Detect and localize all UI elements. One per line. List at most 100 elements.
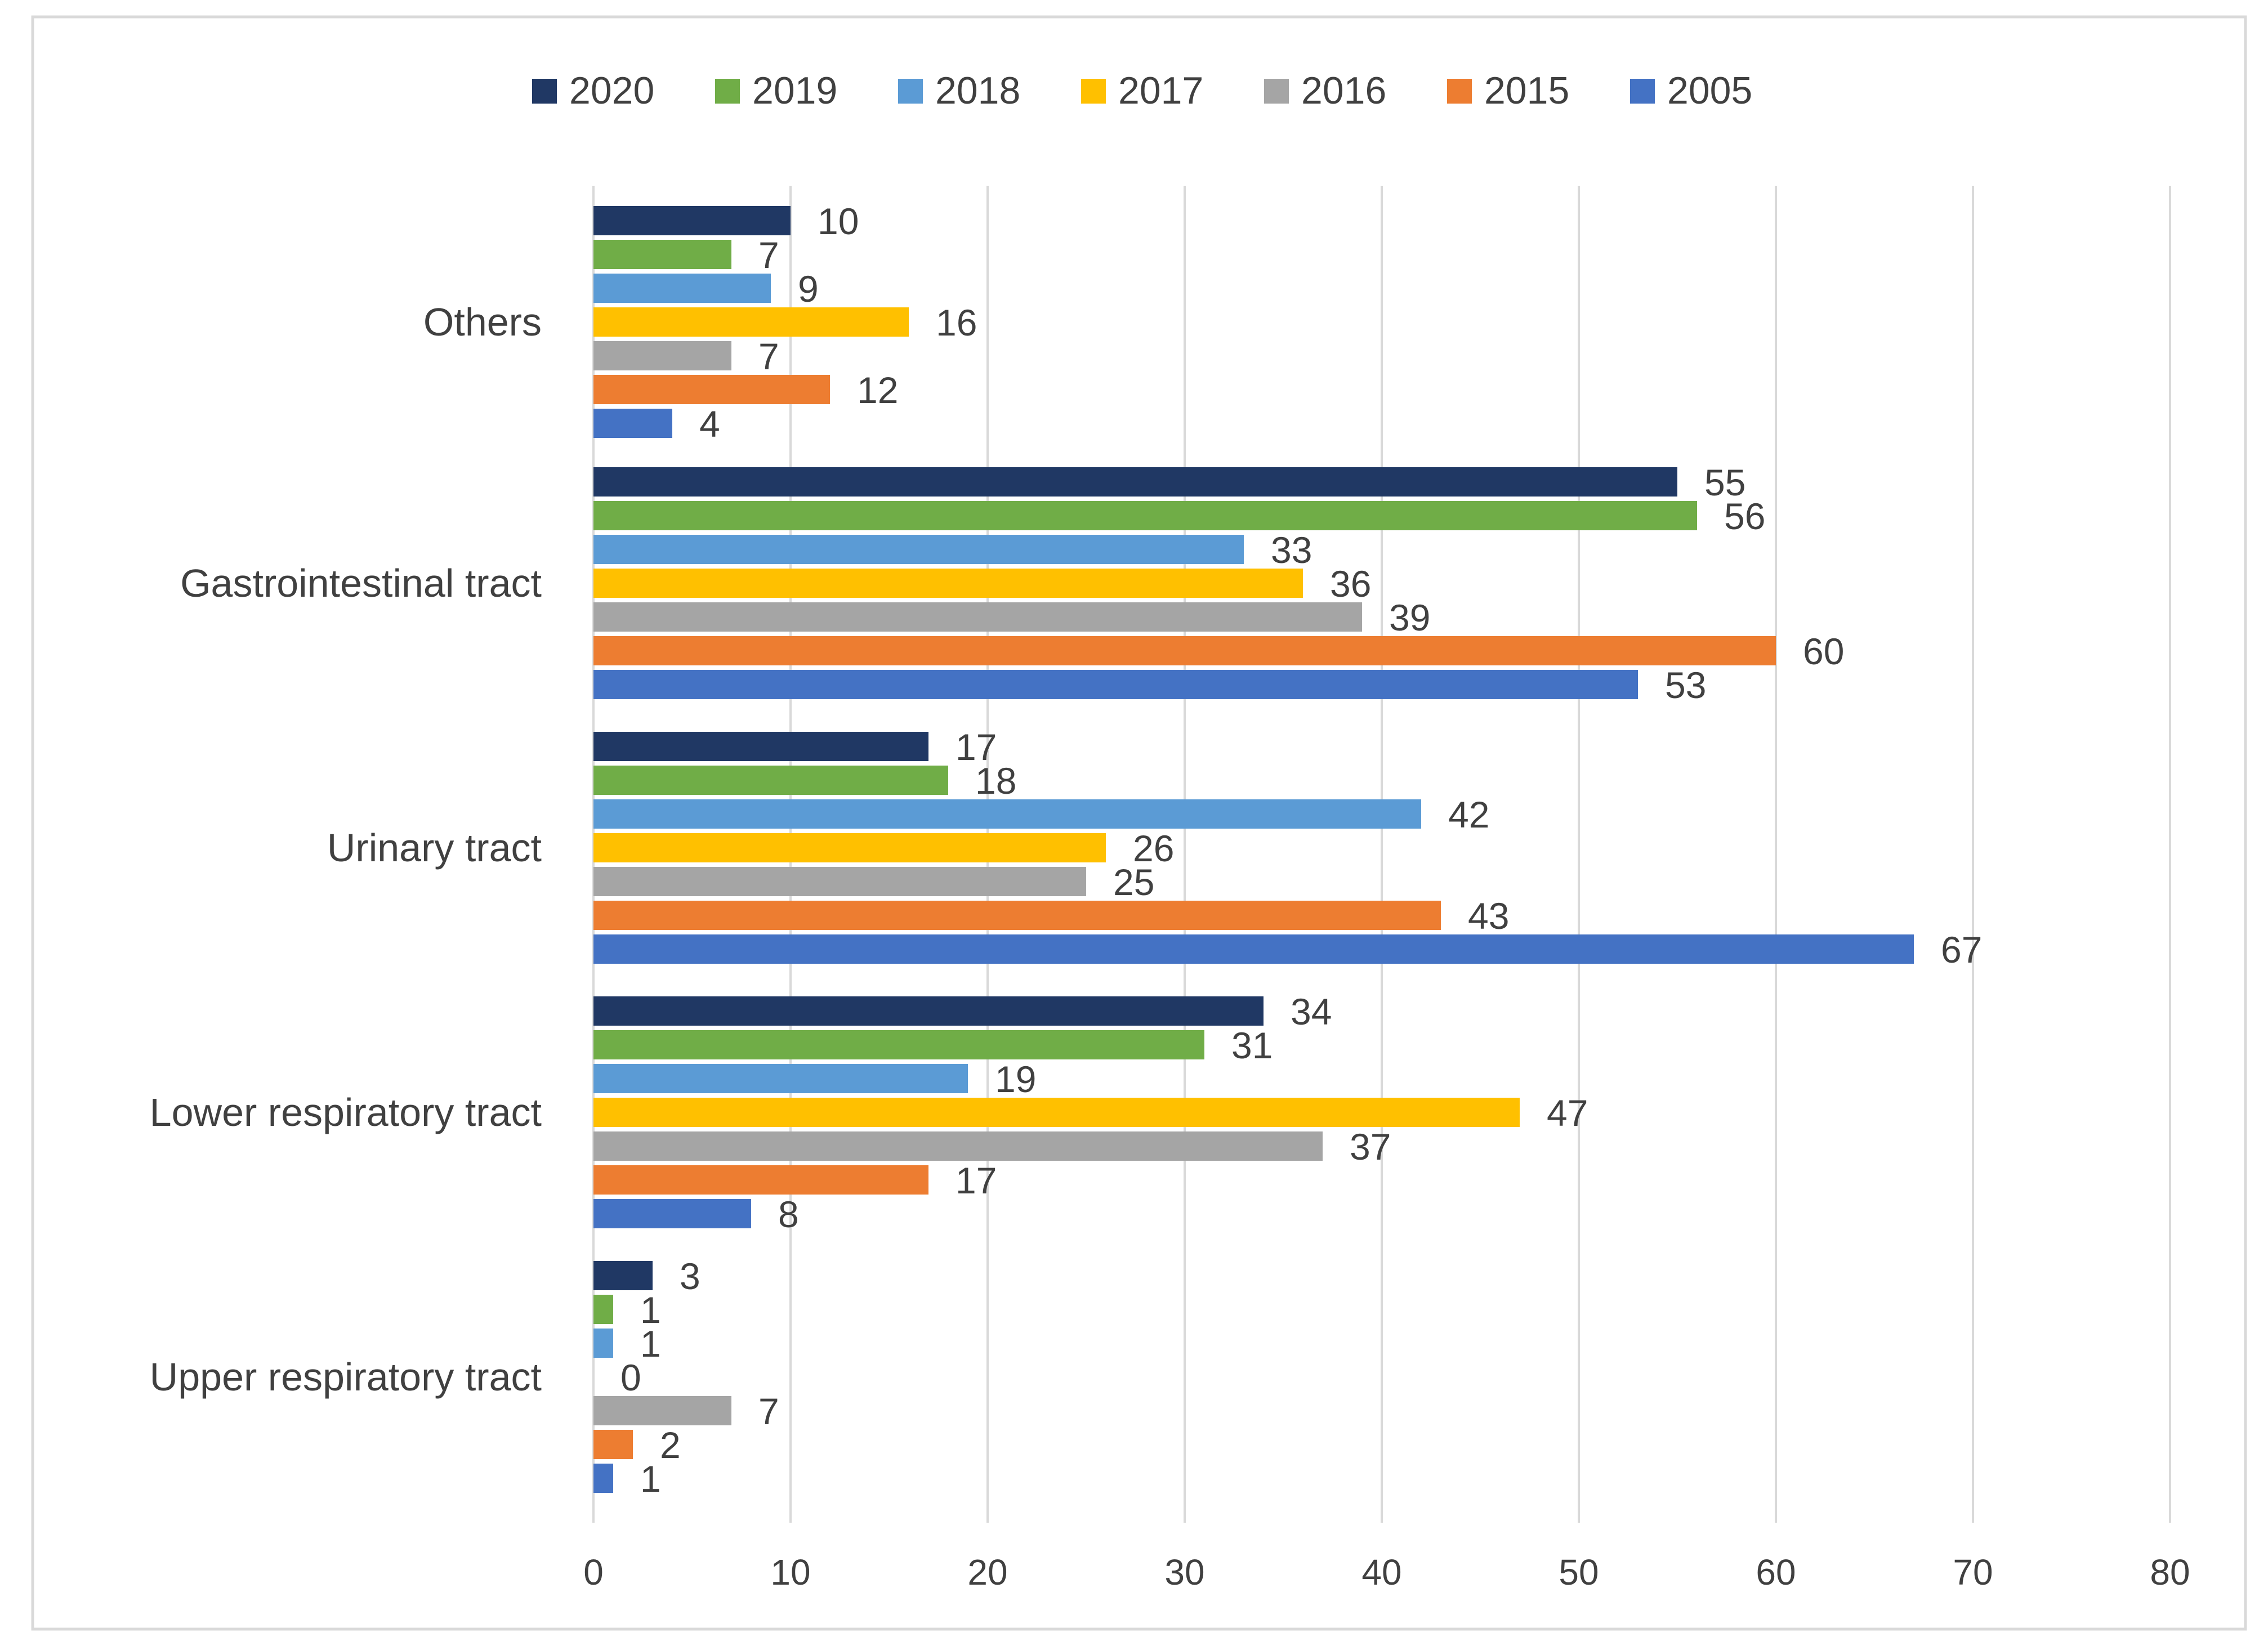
bar-upper-respiratory-tract-2018 xyxy=(593,1329,613,1358)
legend-swatch-2005 xyxy=(1630,79,1655,104)
data-label-others-2019: 7 xyxy=(758,234,779,276)
data-label-urinary-tract-2017: 26 xyxy=(1133,828,1174,869)
data-label-urinary-tract-2015: 43 xyxy=(1468,895,1509,937)
data-label-others-2015: 12 xyxy=(857,369,898,411)
data-label-lower-respiratory-tract-2018: 19 xyxy=(995,1058,1036,1100)
data-label-gastrointestinal-tract-2019: 56 xyxy=(1724,495,1765,537)
data-label-urinary-tract-2019: 18 xyxy=(975,760,1016,802)
x-tick-label: 50 xyxy=(1559,1552,1599,1593)
data-label-others-2016: 7 xyxy=(758,336,779,377)
data-label-upper-respiratory-tract-2017: 0 xyxy=(620,1357,641,1398)
legend-swatch-2018 xyxy=(898,79,923,104)
legend-label-2017: 2017 xyxy=(1118,69,1203,112)
category-label-upper-respiratory-tract: Upper respiratory tract xyxy=(150,1355,542,1399)
data-label-upper-respiratory-tract-2016: 7 xyxy=(758,1390,779,1432)
x-tick-label: 30 xyxy=(1164,1552,1204,1593)
category-label-urinary-tract: Urinary tract xyxy=(327,826,542,870)
legend-swatch-2017 xyxy=(1081,79,1106,104)
legend-label-2016: 2016 xyxy=(1301,69,1386,112)
bar-urinary-tract-2015 xyxy=(593,901,1441,930)
data-label-lower-respiratory-tract-2005: 8 xyxy=(778,1193,799,1235)
data-label-lower-respiratory-tract-2015: 17 xyxy=(956,1160,997,1201)
y-axis: Others Gastrointestinal tract Urinary trac… xyxy=(150,300,542,1399)
legend-swatch-2020 xyxy=(532,79,557,104)
legend-label-2018: 2018 xyxy=(935,69,1020,112)
bar-upper-respiratory-tract-2019 xyxy=(593,1295,613,1324)
bar-others-2019 xyxy=(593,240,731,269)
data-label-gastrointestinal-tract-2016: 39 xyxy=(1389,597,1430,638)
data-label-urinary-tract-2018: 42 xyxy=(1448,794,1489,835)
bar-others-2016 xyxy=(593,341,731,370)
bar-upper-respiratory-tract-2005 xyxy=(593,1464,613,1493)
data-label-others-2005: 4 xyxy=(699,403,720,445)
data-label-upper-respiratory-tract-2018: 1 xyxy=(640,1323,661,1365)
x-tick-label: 70 xyxy=(1953,1552,1993,1593)
bar-urinary-tract-2016 xyxy=(593,867,1086,896)
data-label-urinary-tract-2016: 25 xyxy=(1113,861,1154,903)
data-label-lower-respiratory-tract-2020: 34 xyxy=(1291,991,1332,1032)
x-tick-label: 0 xyxy=(583,1552,604,1593)
data-label-upper-respiratory-tract-2019: 1 xyxy=(640,1289,661,1331)
bar-upper-respiratory-tract-2015 xyxy=(593,1430,633,1459)
data-label-lower-respiratory-tract-2019: 31 xyxy=(1231,1025,1273,1066)
category-label-lower-respiratory-tract: Lower respiratory tract xyxy=(150,1090,542,1134)
bar-gastrointestinal-tract-2017 xyxy=(593,569,1303,598)
data-label-gastrointestinal-tract-2017: 36 xyxy=(1330,563,1371,605)
bar-gastrointestinal-tract-2020 xyxy=(593,467,1677,497)
legend-label-2020: 2020 xyxy=(569,69,654,112)
bar-lower-respiratory-tract-2019 xyxy=(593,1030,1204,1059)
bar-others-2005 xyxy=(593,409,672,438)
bar-lower-respiratory-tract-2017 xyxy=(593,1098,1520,1127)
category-label-others: Others xyxy=(423,300,542,344)
legend-label-2019: 2019 xyxy=(752,69,837,112)
data-labels: 1079167124555633363960531718422625436734… xyxy=(620,200,1982,1500)
legend-label-2005: 2005 xyxy=(1667,69,1752,112)
bar-urinary-tract-2018 xyxy=(593,799,1421,829)
data-label-upper-respiratory-tract-2005: 1 xyxy=(640,1458,661,1500)
bar-lower-respiratory-tract-2018 xyxy=(593,1064,968,1093)
x-tick-label: 10 xyxy=(770,1552,810,1593)
data-label-urinary-tract-2005: 67 xyxy=(1941,929,1982,970)
x-tick-label: 60 xyxy=(1756,1552,1796,1593)
legend-label-2015: 2015 xyxy=(1484,69,1569,112)
x-tick-label: 80 xyxy=(2150,1552,2190,1593)
data-label-upper-respiratory-tract-2020: 3 xyxy=(680,1255,700,1297)
bar-lower-respiratory-tract-2016 xyxy=(593,1131,1323,1161)
bar-gastrointestinal-tract-2019 xyxy=(593,501,1697,530)
bar-urinary-tract-2017 xyxy=(593,833,1106,862)
data-label-gastrointestinal-tract-2005: 53 xyxy=(1665,664,1706,706)
data-label-lower-respiratory-tract-2016: 37 xyxy=(1350,1126,1391,1168)
data-label-upper-respiratory-tract-2015: 2 xyxy=(660,1424,681,1466)
data-label-others-2018: 9 xyxy=(798,268,819,310)
bar-urinary-tract-2020 xyxy=(593,732,928,761)
bar-others-2018 xyxy=(593,274,771,303)
bar-gastrointestinal-tract-2018 xyxy=(593,535,1244,564)
bar-others-2020 xyxy=(593,206,791,235)
bar-upper-respiratory-tract-2020 xyxy=(593,1261,653,1290)
data-label-gastrointestinal-tract-2018: 33 xyxy=(1271,529,1312,571)
bar-gastrointestinal-tract-2005 xyxy=(593,670,1638,699)
x-tick-label: 20 xyxy=(967,1552,1007,1593)
bars xyxy=(593,206,1914,1493)
x-tick-label: 40 xyxy=(1361,1552,1401,1593)
data-label-urinary-tract-2020: 17 xyxy=(956,726,997,768)
bar-urinary-tract-2005 xyxy=(593,934,1914,964)
bar-lower-respiratory-tract-2015 xyxy=(593,1165,928,1195)
legend-swatch-2019 xyxy=(715,79,740,104)
bar-upper-respiratory-tract-2016 xyxy=(593,1396,731,1425)
data-label-gastrointestinal-tract-2015: 60 xyxy=(1803,630,1844,672)
legend: 2020 2019 2018 2017 2016 2015 2005 xyxy=(532,69,1752,112)
legend-swatch-2015 xyxy=(1447,79,1472,104)
bar-urinary-tract-2019 xyxy=(593,766,948,795)
bar-gastrointestinal-tract-2016 xyxy=(593,602,1362,632)
bar-others-2017 xyxy=(593,307,909,337)
data-label-gastrointestinal-tract-2020: 55 xyxy=(1704,462,1745,503)
x-axis: 0 10 20 30 40 50 60 70 80 xyxy=(583,1552,2190,1593)
category-label-gastrointestinal-tract: Gastrointestinal tract xyxy=(180,561,542,605)
bar-gastrointestinal-tract-2015 xyxy=(593,636,1776,665)
bar-lower-respiratory-tract-2005 xyxy=(593,1199,751,1228)
bar-lower-respiratory-tract-2020 xyxy=(593,996,1264,1026)
data-label-others-2017: 16 xyxy=(936,302,977,343)
data-label-lower-respiratory-tract-2017: 47 xyxy=(1547,1092,1588,1134)
